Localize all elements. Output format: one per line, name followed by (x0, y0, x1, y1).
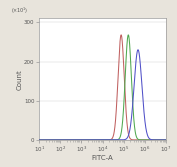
Y-axis label: Count: Count (16, 69, 22, 90)
X-axis label: FITC-A: FITC-A (92, 155, 113, 161)
Text: $(\times\!10^{1})$: $(\times\!10^{1})$ (12, 6, 29, 16)
